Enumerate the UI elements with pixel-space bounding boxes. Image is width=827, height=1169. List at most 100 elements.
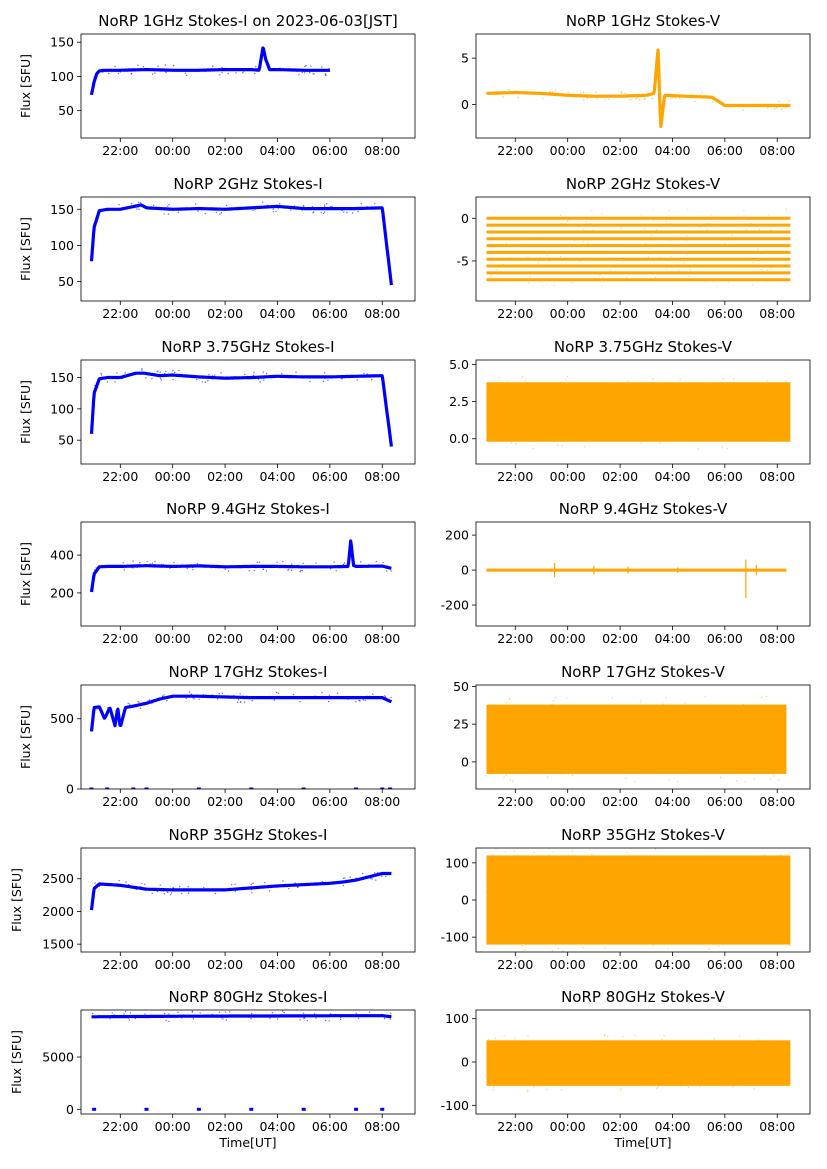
outlier-point <box>273 699 275 701</box>
y-tick-label: 1500 <box>42 937 74 952</box>
outlier-point <box>122 207 124 209</box>
outlier-point <box>347 375 350 377</box>
outlier-point <box>109 1018 111 1020</box>
outlier-point <box>156 69 158 72</box>
outlier-point <box>519 1070 521 1073</box>
outlier-point <box>389 1018 391 1020</box>
outlier-point <box>546 900 549 902</box>
outlier-point <box>622 403 624 405</box>
outlier-point <box>778 100 780 103</box>
outlier-point <box>763 762 765 765</box>
zero-point <box>105 787 110 789</box>
outlier-point <box>499 725 501 728</box>
outlier-point <box>766 871 769 874</box>
outlier-point <box>682 954 683 955</box>
outlier-point <box>776 761 778 763</box>
outlier-point <box>565 730 568 732</box>
outlier-point <box>737 1072 740 1074</box>
outlier-point <box>235 1014 237 1016</box>
outlier-point <box>610 757 612 759</box>
outlier-point <box>151 73 154 75</box>
outlier-point <box>334 207 337 210</box>
outlier-point <box>140 886 142 888</box>
outlier-point <box>491 1059 493 1062</box>
outlier-point <box>773 108 776 110</box>
outlier-point <box>222 1018 224 1020</box>
outlier-point <box>514 418 517 420</box>
outlier-point <box>576 705 578 707</box>
outlier-point <box>516 752 519 755</box>
outlier-point <box>665 870 668 873</box>
outlier-point <box>277 692 280 694</box>
axes-frame <box>80 521 416 627</box>
x-tick-label: 02:00 <box>602 631 638 646</box>
data-layer <box>89 871 393 911</box>
subplot-14: 22:00 00:00 02:00 04:00 06:00 08:00 -100 0 100 No… <box>441 988 811 1150</box>
outlier-point <box>320 211 322 214</box>
outlier-point <box>390 696 392 699</box>
outlier-point <box>299 570 301 573</box>
outlier-point <box>492 1089 494 1091</box>
outlier-point <box>770 754 772 757</box>
outlier-point <box>494 90 496 93</box>
outlier-point <box>229 377 231 379</box>
outlier-point <box>731 889 733 891</box>
outlier-point <box>538 705 540 707</box>
outlier-point <box>611 930 613 933</box>
outlier-point <box>731 234 733 236</box>
outlier-point <box>607 1068 609 1070</box>
outlier-point <box>592 229 594 231</box>
outlier-point <box>663 768 666 770</box>
outlier-point <box>181 1015 183 1017</box>
outlier-point <box>605 417 607 419</box>
outlier-point <box>522 1074 525 1076</box>
outlier-point <box>145 373 147 375</box>
outlier-point <box>374 872 376 874</box>
subplot-3: 22:00 00:00 02:00 04:00 06:00 08:00 50 100 150 No… <box>18 175 416 321</box>
x-tick-label: 04:00 <box>259 1119 295 1134</box>
outlier-point <box>363 372 365 375</box>
subplot-6: 22:00 00:00 02:00 04:00 06:00 08:00 0.0 2.5 5.0 N… <box>449 338 811 484</box>
outlier-point <box>532 907 534 909</box>
outlier-point <box>700 408 703 410</box>
outlier-point <box>336 692 339 694</box>
outlier-point <box>122 562 124 564</box>
outlier-point <box>649 415 651 417</box>
outlier-point <box>259 381 261 383</box>
outlier-point <box>756 894 758 896</box>
outlier-point <box>670 859 673 861</box>
outlier-point <box>605 224 607 226</box>
outlier-point <box>603 907 606 910</box>
outlier-point <box>759 894 761 897</box>
outlier-point <box>729 104 731 106</box>
outlier-point <box>146 560 148 563</box>
outlier-point <box>713 96 715 98</box>
outlier-point <box>268 890 271 892</box>
outlier-point <box>673 885 675 887</box>
outlier-point <box>615 1083 617 1085</box>
outlier-point <box>138 208 140 210</box>
outlier-point <box>708 948 710 950</box>
outlier-point <box>690 1060 692 1063</box>
outlier-point <box>610 385 613 387</box>
outlier-point <box>781 413 783 416</box>
outlier-point <box>321 66 323 68</box>
outlier-point <box>725 1081 727 1084</box>
outlier-point <box>688 275 690 277</box>
x-tick-label: 08:00 <box>759 143 795 158</box>
outlier-point <box>631 98 633 101</box>
outlier-point <box>751 732 753 735</box>
outlier-point <box>546 776 549 778</box>
outlier-point <box>753 421 755 423</box>
outlier-point <box>667 423 669 425</box>
x-tick-label: 02:00 <box>207 143 243 158</box>
outlier-point <box>267 697 269 699</box>
outlier-point <box>107 707 109 709</box>
outlier-point <box>135 888 137 891</box>
outlier-point <box>712 717 715 720</box>
outlier-point <box>644 1061 647 1063</box>
outlier-point <box>555 872 557 874</box>
outlier-point <box>709 1048 711 1050</box>
outlier-point <box>328 67 330 70</box>
outlier-point <box>665 697 667 699</box>
